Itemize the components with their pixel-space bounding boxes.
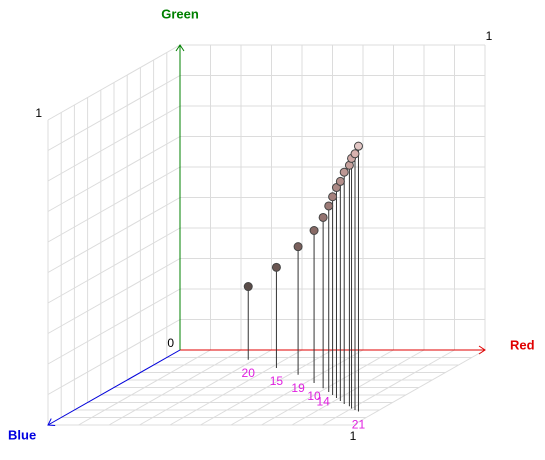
point bbox=[318, 212, 328, 222]
point-label: 15 bbox=[270, 374, 284, 388]
axis-arrow bbox=[478, 345, 486, 355]
point bbox=[335, 176, 345, 186]
point-label: 20 bbox=[242, 366, 256, 380]
x-axis-title: Red bbox=[510, 337, 535, 352]
z-axis bbox=[47, 349, 181, 426]
point bbox=[339, 167, 349, 177]
point bbox=[293, 242, 303, 252]
grid-line bbox=[47, 136, 181, 212]
z-tick-label: 1 bbox=[486, 29, 493, 43]
point bbox=[353, 141, 363, 151]
z-axis-title: Blue bbox=[8, 427, 36, 442]
y-tick-label: 1 bbox=[35, 106, 42, 120]
grid-line bbox=[47, 44, 181, 121]
point bbox=[309, 226, 319, 235]
grid-line bbox=[322, 349, 455, 426]
point bbox=[350, 149, 360, 159]
y-tick-label: 0 bbox=[167, 336, 174, 350]
point-label: 10 bbox=[307, 389, 321, 403]
point bbox=[243, 282, 253, 292]
grid-line bbox=[352, 349, 486, 426]
x-tick-label: 1 bbox=[350, 429, 357, 443]
grid bbox=[47, 44, 486, 426]
axis-arrow bbox=[47, 418, 56, 427]
point bbox=[324, 201, 334, 211]
y-axis-title: Green bbox=[161, 6, 199, 21]
grid-line bbox=[47, 166, 181, 243]
axis-arrow bbox=[175, 44, 185, 52]
grid-line bbox=[47, 105, 181, 182]
point bbox=[328, 192, 338, 202]
grid-line bbox=[47, 75, 181, 151]
point bbox=[271, 262, 281, 272]
point-label: 19 bbox=[291, 381, 305, 395]
point-label: 21 bbox=[352, 418, 366, 432]
point-label: 14 bbox=[316, 394, 330, 408]
grid-line bbox=[230, 349, 364, 426]
grid-line bbox=[261, 349, 394, 426]
